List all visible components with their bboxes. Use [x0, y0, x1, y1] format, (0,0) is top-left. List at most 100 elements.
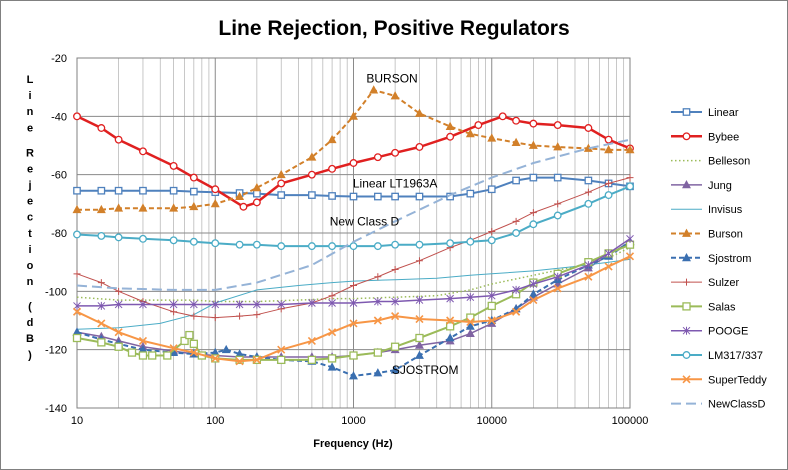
data-point: [529, 280, 538, 289]
data-point: [553, 121, 562, 130]
data-point: [511, 137, 521, 146]
chart-annotation: Linear LT1963A: [353, 176, 438, 190]
data-point: [73, 230, 81, 239]
legend-label: Salas: [708, 301, 736, 313]
legend-item-superteddy: SuperTeddy: [671, 374, 767, 386]
data-point: [391, 265, 399, 273]
data-point: [277, 300, 286, 309]
data-point: [445, 322, 455, 331]
data-point: [138, 336, 148, 345]
data-point: [236, 312, 244, 320]
data-point: [390, 342, 400, 351]
data-point: [498, 112, 507, 121]
data-point: [391, 148, 400, 157]
data-point: [72, 333, 82, 343]
data-point: [307, 170, 316, 179]
data-point: [169, 300, 178, 309]
data-point: [529, 173, 538, 182]
data-point: [446, 294, 454, 303]
data-point: [512, 229, 521, 237]
series-bybee: [73, 112, 634, 211]
data-point: [512, 176, 520, 185]
chart-annotation: SJOSTROM: [392, 363, 459, 377]
data-point: [465, 128, 475, 138]
data-point: [180, 336, 189, 346]
data-point: [169, 236, 178, 245]
data-point: [446, 132, 455, 141]
data-point: [414, 340, 424, 349]
data-point: [626, 234, 634, 243]
data-point: [328, 292, 336, 300]
data-point: [391, 240, 400, 249]
data-point: [308, 191, 316, 199]
chart-annotation: BURSON: [366, 71, 417, 85]
data-point: [307, 242, 316, 251]
data-point: [139, 147, 147, 156]
legend-item-salas: Salas: [671, 301, 736, 313]
x-tick-label: 100: [206, 415, 224, 427]
data-point: [277, 345, 286, 354]
data-point: [373, 348, 382, 357]
data-point: [466, 317, 475, 327]
data-point: [138, 203, 148, 212]
legend-item-bybee: Bybee: [671, 131, 739, 143]
data-point: [415, 240, 424, 249]
data-point: [369, 85, 379, 94]
data-point: [584, 261, 593, 270]
data-point: [604, 191, 613, 200]
data-point: [446, 192, 454, 201]
data-point: [553, 211, 562, 220]
data-point: [169, 203, 179, 212]
data-point: [235, 240, 244, 249]
data-point: [189, 348, 198, 357]
data-point: [211, 239, 220, 248]
series-newclassd: [76, 138, 631, 291]
data-point: [487, 316, 496, 325]
legend-item-sulzer: Sulzer: [671, 277, 740, 289]
data-point: [97, 186, 106, 195]
legend-label: POOGE: [708, 326, 748, 338]
series-line-invisus: [76, 258, 631, 330]
data-point: [553, 279, 563, 288]
x-axis-label: Frequency (Hz): [313, 438, 393, 450]
data-point: [487, 291, 496, 300]
data-point: [373, 153, 382, 162]
data-point: [604, 249, 613, 258]
x-tick-label: 10000: [476, 415, 507, 427]
data-point: [211, 300, 220, 309]
data-point: [414, 108, 424, 117]
data-point: [349, 371, 358, 380]
data-point: [445, 121, 455, 130]
data-point: [474, 121, 483, 130]
legend-label: Sulzer: [708, 277, 740, 289]
series-superteddy: [72, 252, 635, 366]
data-point: [170, 308, 178, 316]
data-point: [487, 301, 496, 311]
data-point: [97, 124, 106, 132]
data-point: [97, 279, 105, 287]
data-point: [604, 262, 613, 271]
legend-label: LM317/337: [708, 350, 763, 362]
data-point: [277, 242, 286, 251]
data-point: [114, 328, 123, 337]
data-point: [189, 201, 199, 211]
data-point: [465, 321, 475, 330]
data-point: [446, 316, 455, 325]
series-line-newclassd: [76, 138, 631, 291]
data-point: [114, 203, 124, 212]
data-point: [73, 301, 81, 310]
series-lm317-337: [73, 182, 634, 251]
data-point: [210, 198, 220, 208]
data-point: [138, 351, 148, 360]
legend-label: Jung: [708, 180, 732, 192]
annotations: BURSON Linear LT1963A New Class D SJOSTROM: [330, 71, 459, 377]
data-point: [466, 189, 475, 198]
data-point: [512, 285, 520, 294]
data-point: [97, 231, 106, 240]
data-point: [415, 257, 423, 265]
data-point: [584, 272, 593, 281]
data-point: [97, 301, 106, 310]
data-point: [327, 354, 337, 363]
data-point: [529, 220, 538, 229]
